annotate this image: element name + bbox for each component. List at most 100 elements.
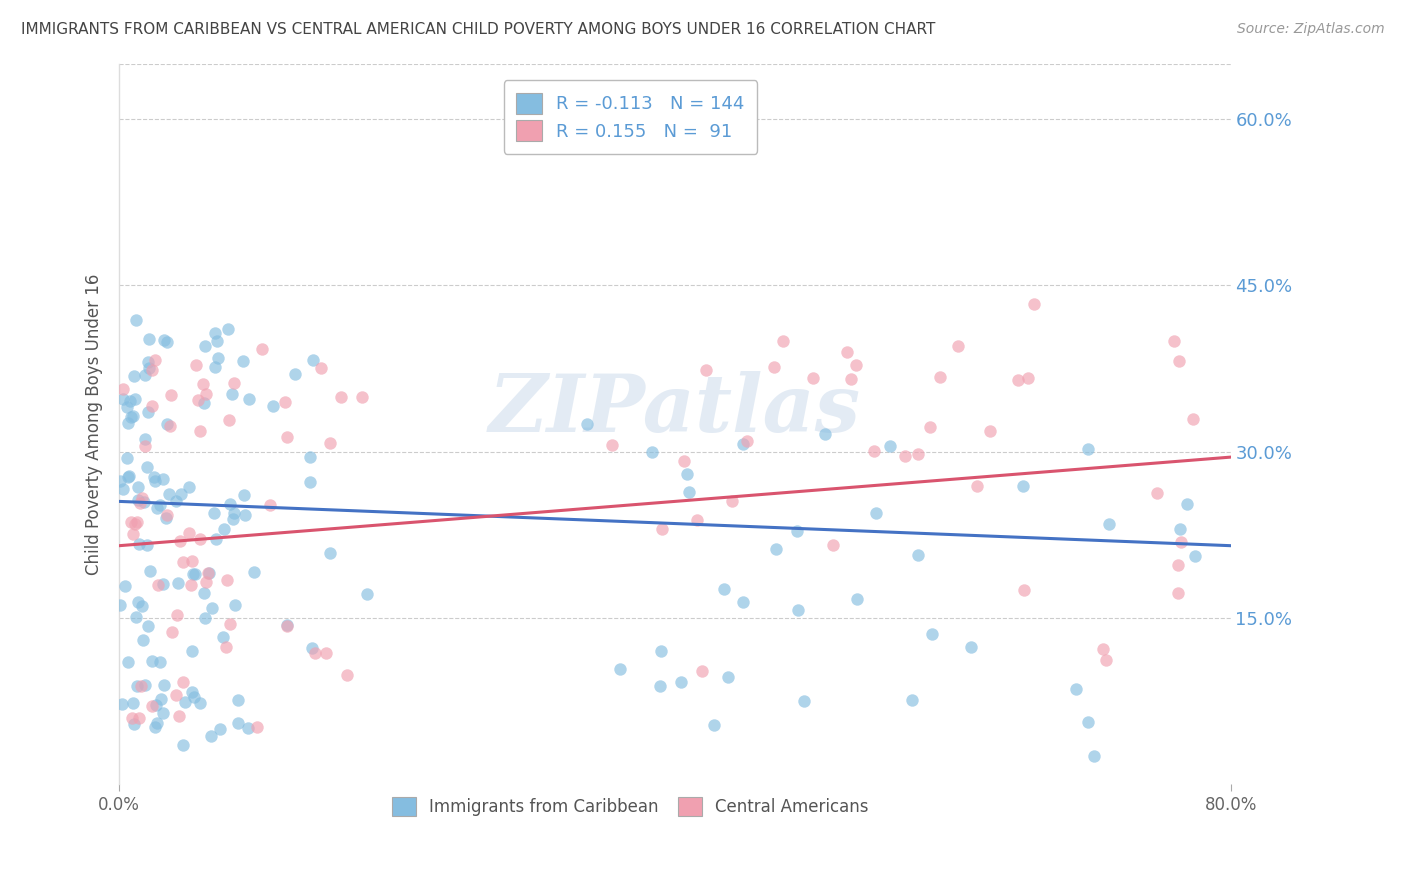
Point — [138, 332, 160, 346]
Point — [187, 392, 209, 407]
Point — [183, 566, 205, 581]
Point — [299, 450, 322, 464]
Point — [920, 420, 942, 434]
Point — [136, 355, 159, 369]
Point — [1077, 714, 1099, 729]
Point — [180, 578, 202, 592]
Point — [966, 479, 988, 493]
Point — [215, 574, 238, 588]
Point — [160, 625, 183, 640]
Point — [183, 690, 205, 704]
Point — [921, 627, 943, 641]
Point — [165, 688, 187, 702]
Point — [122, 717, 145, 731]
Point — [651, 523, 673, 537]
Point — [194, 611, 217, 625]
Point — [143, 353, 166, 368]
Point — [835, 345, 858, 359]
Point — [1175, 497, 1198, 511]
Point — [215, 640, 238, 655]
Point — [170, 487, 193, 501]
Point — [127, 515, 149, 529]
Point — [1007, 373, 1029, 387]
Point — [302, 352, 325, 367]
Point — [172, 738, 194, 752]
Point — [128, 711, 150, 725]
Text: Source: ZipAtlas.com: Source: ZipAtlas.com — [1237, 22, 1385, 37]
Point — [672, 454, 695, 468]
Point — [124, 392, 146, 406]
Point — [201, 601, 224, 615]
Point — [218, 413, 240, 427]
Point — [145, 698, 167, 712]
Point — [111, 697, 134, 711]
Text: IMMIGRANTS FROM CARIBBEAN VS CENTRAL AMERICAN CHILD POVERTY AMONG BOYS UNDER 16 : IMMIGRANTS FROM CARIBBEAN VS CENTRAL AME… — [21, 22, 935, 37]
Point — [330, 390, 353, 404]
Point — [238, 392, 260, 406]
Point — [217, 322, 239, 336]
Point — [1168, 522, 1191, 536]
Point — [121, 711, 143, 725]
Point — [120, 393, 142, 408]
Point — [166, 608, 188, 623]
Point — [132, 495, 155, 509]
Point — [226, 693, 249, 707]
Point — [195, 386, 218, 401]
Point — [735, 434, 758, 449]
Point — [117, 469, 139, 483]
Point — [319, 546, 342, 560]
Point — [127, 480, 149, 494]
Point — [160, 388, 183, 402]
Point — [772, 334, 794, 349]
Point — [128, 496, 150, 510]
Point — [301, 641, 323, 656]
Point — [1091, 642, 1114, 657]
Point — [762, 359, 785, 374]
Point — [823, 538, 845, 552]
Point — [695, 363, 717, 377]
Point — [128, 537, 150, 551]
Point — [1011, 479, 1033, 493]
Point — [152, 577, 174, 591]
Point — [167, 709, 190, 723]
Point — [180, 644, 202, 658]
Point — [188, 532, 211, 546]
Point — [184, 567, 207, 582]
Point — [669, 675, 692, 690]
Point — [117, 417, 139, 431]
Point — [202, 506, 225, 520]
Point — [1077, 442, 1099, 457]
Point — [336, 667, 359, 681]
Point — [233, 508, 256, 522]
Point — [262, 399, 284, 413]
Point — [786, 524, 808, 538]
Point — [207, 351, 229, 365]
Point — [125, 313, 148, 327]
Point — [356, 587, 378, 601]
Point — [219, 497, 242, 511]
Point — [315, 646, 337, 660]
Point — [350, 390, 373, 404]
Point — [846, 592, 869, 607]
Point — [180, 553, 202, 567]
Point — [204, 360, 226, 375]
Point — [115, 400, 138, 414]
Point — [959, 640, 981, 654]
Point — [127, 680, 149, 694]
Point — [641, 445, 664, 459]
Point — [865, 506, 887, 520]
Point — [276, 619, 298, 633]
Legend: Immigrants from Caribbean, Central Americans: Immigrants from Caribbean, Central Ameri… — [382, 787, 879, 826]
Point — [721, 493, 744, 508]
Point — [1083, 749, 1105, 764]
Point — [1168, 353, 1191, 368]
Point — [139, 564, 162, 578]
Point — [879, 439, 901, 453]
Point — [299, 475, 322, 489]
Point — [274, 395, 297, 409]
Point — [149, 498, 172, 512]
Point — [600, 438, 623, 452]
Point — [197, 566, 219, 580]
Point — [153, 333, 176, 347]
Point — [1094, 653, 1116, 667]
